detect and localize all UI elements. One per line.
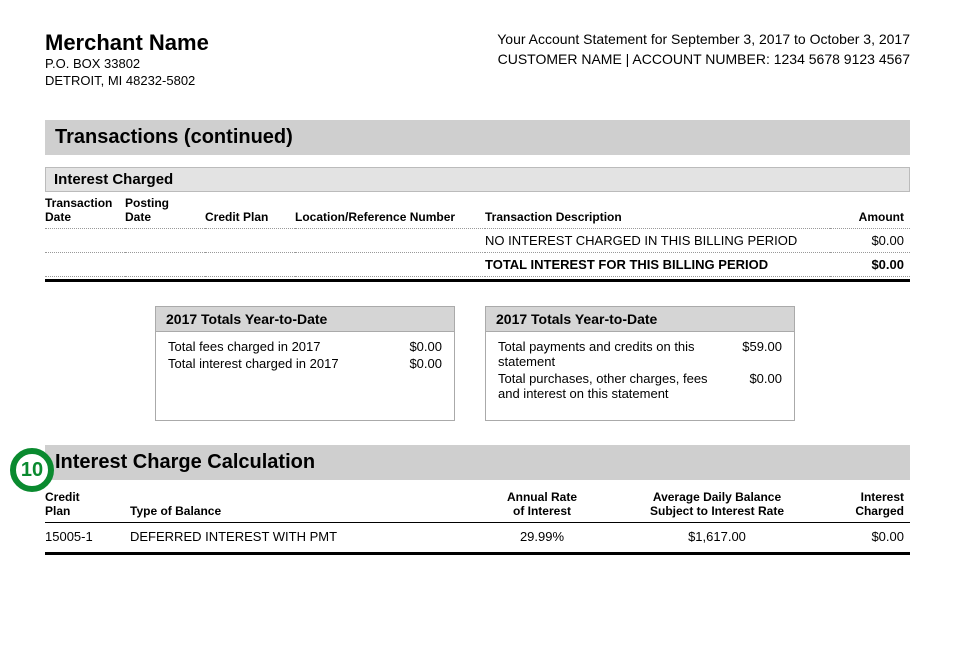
col-location-ref: Location/Reference Number	[295, 192, 485, 229]
ytd-box-payments: 2017 Totals Year-to-Date Total payments …	[485, 306, 795, 421]
transactions-title: Transactions (continued)	[45, 120, 910, 155]
col-annual-rate: Annual Rateof Interest	[470, 484, 620, 523]
col-description: Transaction Description	[485, 192, 830, 229]
ytd-line: Total purchases, other charges, fees and…	[498, 370, 782, 402]
ytd-value: $0.00	[749, 371, 782, 401]
statement-header: Merchant Name P.O. BOX 33802 DETROIT, MI…	[45, 30, 910, 90]
interest-calc-title: Interest Charge Calculation	[45, 445, 910, 480]
col-avg-daily-balance: Average Daily BalanceSubject to Interest…	[620, 484, 820, 523]
transactions-table: TransactionDate PostingDate Credit Plan …	[45, 192, 910, 277]
table-row-total: TOTAL INTEREST FOR THIS BILLING PERIOD $…	[45, 252, 910, 276]
annual-rate: 29.99%	[470, 522, 620, 550]
merchant-block: Merchant Name P.O. BOX 33802 DETROIT, MI…	[45, 30, 209, 90]
statement-period: Your Account Statement for September 3, …	[497, 30, 910, 50]
balance-type: DEFERRED INTEREST WITH PMT	[130, 522, 470, 550]
ytd-line: Total payments and credits on this state…	[498, 338, 782, 370]
city-state: DETROIT, MI 48232-5802	[45, 73, 209, 90]
avg-daily-balance: $1,617.00	[620, 522, 820, 550]
badge-number: 10	[21, 459, 43, 482]
interest-charged: $0.00	[820, 522, 910, 550]
ytd-label: Total purchases, other charges, fees and…	[498, 371, 708, 401]
row-amount: $0.00	[830, 228, 910, 252]
col-credit-plan: CreditPlan	[45, 484, 130, 523]
ytd-value: $0.00	[409, 356, 442, 371]
ytd-line: Total interest charged in 2017 $0.00	[168, 355, 442, 372]
col-credit-plan: Credit Plan	[205, 192, 295, 229]
ytd-value: $59.00	[742, 339, 782, 369]
ytd-box-title: 2017 Totals Year-to-Date	[486, 307, 794, 332]
customer-account-line: CUSTOMER NAME | ACCOUNT NUMBER: 1234 567…	[497, 50, 910, 70]
merchant-name: Merchant Name	[45, 30, 209, 56]
callout-badge: 10	[10, 448, 54, 492]
total-amount: $0.00	[830, 252, 910, 276]
interest-charged-subtitle: Interest Charged	[45, 167, 910, 192]
col-balance-type: Type of Balance	[130, 484, 470, 523]
table-row: 15005-1 DEFERRED INTEREST WITH PMT 29.99…	[45, 522, 910, 550]
interest-calc-table: CreditPlan Type of Balance Annual Rateof…	[45, 484, 910, 550]
ytd-box-title: 2017 Totals Year-to-Date	[156, 307, 454, 332]
col-posting-date: PostingDate	[125, 192, 205, 229]
col-transaction-date: TransactionDate	[45, 192, 125, 229]
ytd-value: $0.00	[409, 339, 442, 354]
po-box: P.O. BOX 33802	[45, 56, 209, 73]
ytd-label: Total interest charged in 2017	[168, 356, 339, 371]
row-desc: NO INTEREST CHARGED IN THIS BILLING PERI…	[485, 228, 830, 252]
ytd-label: Total payments and credits on this state…	[498, 339, 708, 369]
ytd-line: Total fees charged in 2017 $0.00	[168, 338, 442, 355]
ytd-section: 2017 Totals Year-to-Date Total fees char…	[155, 306, 910, 421]
col-amount: Amount	[830, 192, 910, 229]
plan-id: 15005-1	[45, 522, 130, 550]
ytd-label: Total fees charged in 2017	[168, 339, 321, 354]
ytd-box-fees: 2017 Totals Year-to-Date Total fees char…	[155, 306, 455, 421]
col-interest-charged: InterestCharged	[820, 484, 910, 523]
rule	[45, 552, 910, 555]
rule	[45, 279, 910, 282]
account-info: Your Account Statement for September 3, …	[497, 30, 910, 90]
table-row: NO INTEREST CHARGED IN THIS BILLING PERI…	[45, 228, 910, 252]
total-desc: TOTAL INTEREST FOR THIS BILLING PERIOD	[485, 252, 830, 276]
